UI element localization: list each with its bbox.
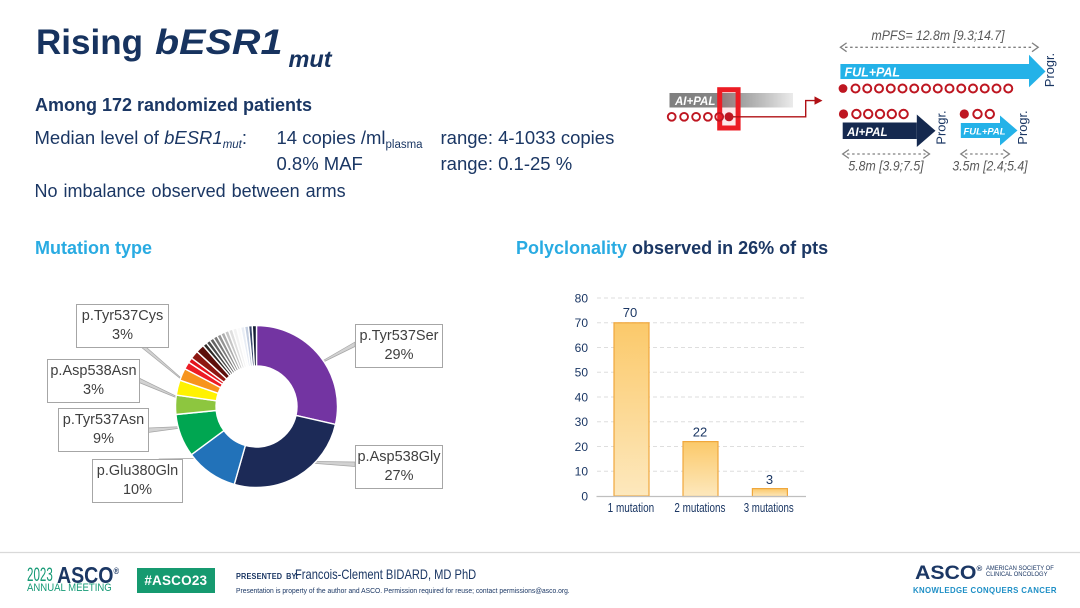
svg-text:20: 20 [575,440,589,454]
svg-text:AI+PAL: AI+PAL [846,125,887,139]
svg-text:50: 50 [575,366,589,380]
svg-text:70: 70 [623,305,637,320]
svg-text:FUL+PAL: FUL+PAL [964,127,1006,138]
svg-text:FUL+PAL: FUL+PAL [845,65,901,80]
svg-text:Progr.: Progr. [1015,110,1030,144]
svg-text:0: 0 [581,490,588,504]
svg-text:Progr.: Progr. [1042,53,1057,87]
svg-text:80: 80 [575,291,589,305]
svg-text:mPFS= 12.8m [9.3;14.7]: mPFS= 12.8m [9.3;14.7] [872,28,1006,43]
svg-text:40: 40 [575,390,589,404]
svg-text:3 mutations: 3 mutations [744,500,794,515]
svg-text:AI+PAL: AI+PAL [674,96,715,108]
svg-text:2 mutations: 2 mutations [674,500,725,515]
svg-text:1 mutation: 1 mutation [608,500,655,515]
svg-text:60: 60 [575,341,589,355]
svg-text:3: 3 [766,472,773,487]
svg-text:30: 30 [575,415,589,429]
svg-text:3.5m [2.4;5.4]: 3.5m [2.4;5.4] [952,159,1028,174]
svg-text:70: 70 [575,316,589,330]
svg-text:22: 22 [693,425,707,440]
svg-text:Progr.: Progr. [934,110,949,144]
svg-text:5.8m [3.9;7.5]: 5.8m [3.9;7.5] [848,159,924,174]
svg-text:10: 10 [575,465,589,479]
